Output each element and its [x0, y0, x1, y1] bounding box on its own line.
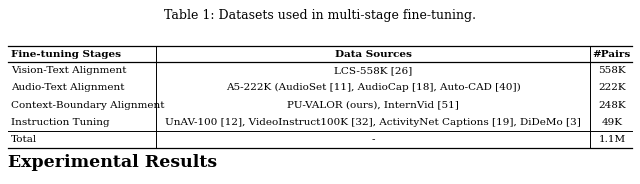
Text: LCS-558K [26]: LCS-558K [26] — [334, 66, 412, 75]
Text: Data Sources: Data Sources — [335, 49, 412, 59]
Text: 1.1M: 1.1M — [598, 135, 625, 144]
Text: 248K: 248K — [598, 101, 626, 110]
Text: Table 1: Datasets used in multi-stage fine-tuning.: Table 1: Datasets used in multi-stage fi… — [164, 9, 476, 22]
Text: -: - — [371, 135, 375, 144]
Text: Vision-Text Alignment: Vision-Text Alignment — [11, 66, 127, 75]
Text: PU-VALOR (ours), InternVid [51]: PU-VALOR (ours), InternVid [51] — [287, 101, 459, 110]
Text: 222K: 222K — [598, 83, 626, 92]
Text: 558K: 558K — [598, 66, 626, 75]
Text: 49K: 49K — [602, 118, 623, 127]
Text: Fine-tuning Stages: Fine-tuning Stages — [11, 49, 121, 59]
Text: Instruction Tuning: Instruction Tuning — [11, 118, 109, 127]
Text: Experimental Results: Experimental Results — [8, 154, 217, 171]
Text: #Pairs: #Pairs — [592, 49, 630, 59]
Text: Audio-Text Alignment: Audio-Text Alignment — [11, 83, 125, 92]
Text: Total: Total — [11, 135, 37, 144]
Text: A5-222K (AudioSet [11], AudioCap [18], Auto-CAD [40]): A5-222K (AudioSet [11], AudioCap [18], A… — [226, 83, 520, 92]
Text: Context-Boundary Alignment: Context-Boundary Alignment — [11, 101, 164, 110]
Text: UnAV-100 [12], VideoInstruct100K [32], ActivityNet Captions [19], DiDeMo [3]: UnAV-100 [12], VideoInstruct100K [32], A… — [165, 118, 581, 127]
